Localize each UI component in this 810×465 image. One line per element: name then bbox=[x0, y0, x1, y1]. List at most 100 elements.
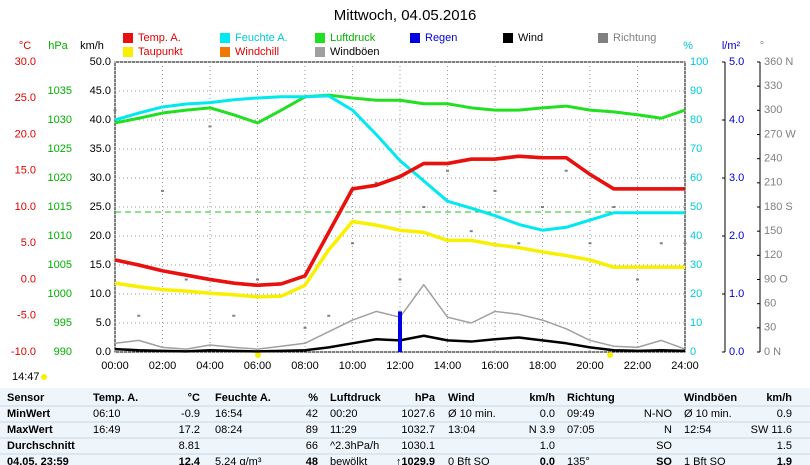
table-cell: Richtung bbox=[567, 392, 615, 404]
series-line bbox=[114, 94, 685, 232]
table-cell: Feuchte A. bbox=[215, 392, 271, 404]
direction-dot bbox=[493, 189, 497, 192]
legend-label: Feuchte A. bbox=[235, 32, 288, 44]
y-tick-label: 30.0 bbox=[15, 56, 36, 68]
table-cell: 1027.6 bbox=[401, 408, 435, 420]
direction-dot bbox=[422, 206, 426, 208]
y-tick-label: 20 bbox=[690, 288, 702, 300]
table-cell: 1 Bft SO bbox=[684, 456, 726, 465]
row-label: MaxWert bbox=[7, 424, 53, 436]
y-tick-label: 30.0 bbox=[90, 172, 111, 184]
y-tick-label: 0.0 bbox=[21, 273, 36, 285]
legend-swatch bbox=[123, 33, 133, 43]
y-tick-label: 10.0 bbox=[90, 288, 111, 300]
y-tick-label: 100 bbox=[690, 56, 708, 68]
x-tick-label: 06:00 bbox=[244, 360, 272, 372]
table-cell: % bbox=[308, 392, 318, 404]
axis-title: km/h bbox=[80, 40, 104, 52]
y-tick-label: 5.0 bbox=[21, 237, 36, 249]
legend-swatch bbox=[410, 33, 420, 43]
y-tick-label: 10.0 bbox=[15, 201, 36, 213]
y-tick-label: 60 bbox=[764, 298, 776, 310]
direction-dot bbox=[588, 242, 592, 245]
time-label: 14:47 bbox=[12, 371, 40, 383]
direction-dot bbox=[303, 326, 307, 329]
y-tick-label: 1035 bbox=[48, 85, 72, 97]
y-tick-label: 330 bbox=[764, 80, 782, 92]
table-cell: Windböen bbox=[684, 392, 737, 404]
y-tick-label: 240 bbox=[764, 153, 782, 165]
series-line bbox=[114, 154, 685, 288]
direction-dot bbox=[469, 230, 473, 233]
direction-dot bbox=[232, 314, 236, 317]
table-cell: 5.24 g/m³ bbox=[215, 456, 262, 465]
table-cell: 0.0 bbox=[540, 456, 555, 465]
direction-dot bbox=[564, 169, 568, 172]
x-tick-label: 02:00 bbox=[149, 360, 177, 372]
table-cell: 07:05 bbox=[567, 424, 595, 436]
y-tick-label: 0 bbox=[690, 346, 696, 358]
direction-dot bbox=[327, 314, 331, 317]
table-cell: 66 bbox=[306, 440, 318, 452]
y-tick-label: 30 bbox=[764, 322, 776, 334]
y-tick-label: 270 W bbox=[764, 128, 796, 140]
x-tick-label: 16:00 bbox=[481, 360, 509, 372]
direction-dot bbox=[374, 181, 378, 184]
y-tick-label: 180 S bbox=[764, 201, 793, 213]
legend-label: Regen bbox=[425, 32, 457, 44]
direction-dot bbox=[113, 109, 117, 112]
series-line bbox=[114, 219, 685, 299]
y-tick-label: 80 bbox=[690, 114, 702, 126]
y-tick-label: 40 bbox=[690, 230, 702, 242]
table-cell: N bbox=[664, 424, 672, 436]
sunrise-marker bbox=[255, 352, 261, 358]
legend-label: Luftdruck bbox=[330, 32, 376, 44]
table-cell: Temp. A. bbox=[93, 392, 138, 404]
y-tick-label: -5.0 bbox=[17, 310, 36, 322]
row-label: Durchschnitt bbox=[7, 440, 75, 452]
sunset-marker bbox=[607, 352, 613, 358]
table-cell: 1.0 bbox=[540, 440, 555, 452]
y-tick-label: 1025 bbox=[48, 143, 72, 155]
table-cell: 12.4 bbox=[179, 456, 201, 465]
x-tick-label: 14:00 bbox=[434, 360, 462, 372]
table-cell: 12:54 bbox=[684, 424, 712, 436]
table-cell: 48 bbox=[306, 456, 318, 465]
y-tick-label: 990 bbox=[54, 346, 72, 358]
table-cell: ↑1029.9 bbox=[396, 456, 435, 465]
y-tick-label: 40.0 bbox=[90, 114, 111, 126]
table-cell: SO bbox=[656, 456, 672, 465]
direction-dot bbox=[398, 278, 402, 281]
y-tick-label: 70 bbox=[690, 143, 702, 155]
table-cell: -0.9 bbox=[181, 408, 200, 420]
direction-dot bbox=[517, 242, 521, 245]
table-cell: hPa bbox=[415, 392, 436, 404]
y-tick-label: 60 bbox=[690, 172, 702, 184]
summary-table: Sensor Temp. A. °C Feuchte A.% Luftdruck hPa W… bbox=[0, 388, 810, 465]
table-cell: °C bbox=[188, 392, 200, 404]
row-label: MinWert bbox=[7, 408, 51, 420]
table-cell: 89 bbox=[306, 424, 318, 436]
y-tick-label: 50 bbox=[690, 201, 702, 213]
table-cell: 08:24 bbox=[215, 424, 243, 436]
chart-title: Mittwoch, 04.05.2016 bbox=[334, 7, 477, 24]
y-tick-label: 1005 bbox=[48, 259, 72, 271]
table-cell: 1032.7 bbox=[401, 424, 435, 436]
legend-swatch bbox=[598, 33, 608, 43]
table-cell: Wind bbox=[448, 392, 475, 404]
table-cell: 09:49 bbox=[567, 408, 595, 420]
row-label: 04.05. 23:59 bbox=[7, 456, 69, 465]
legend-swatch bbox=[123, 47, 133, 57]
y-tick-label: 5.0 bbox=[729, 56, 744, 68]
y-tick-label: 300 bbox=[764, 104, 782, 116]
table-cell: km/h bbox=[766, 392, 792, 404]
y-tick-label: 20.0 bbox=[90, 230, 111, 242]
x-tick-label: 00:00 bbox=[101, 360, 129, 372]
legend-swatch bbox=[220, 47, 230, 57]
x-tick-label: 08:00 bbox=[291, 360, 319, 372]
table-cell: km/h bbox=[529, 392, 555, 404]
y-tick-label: 45.0 bbox=[90, 85, 111, 97]
table-cell: SO bbox=[656, 440, 672, 452]
axis-title: ° bbox=[760, 40, 764, 52]
y-tick-label: 995 bbox=[54, 317, 72, 329]
